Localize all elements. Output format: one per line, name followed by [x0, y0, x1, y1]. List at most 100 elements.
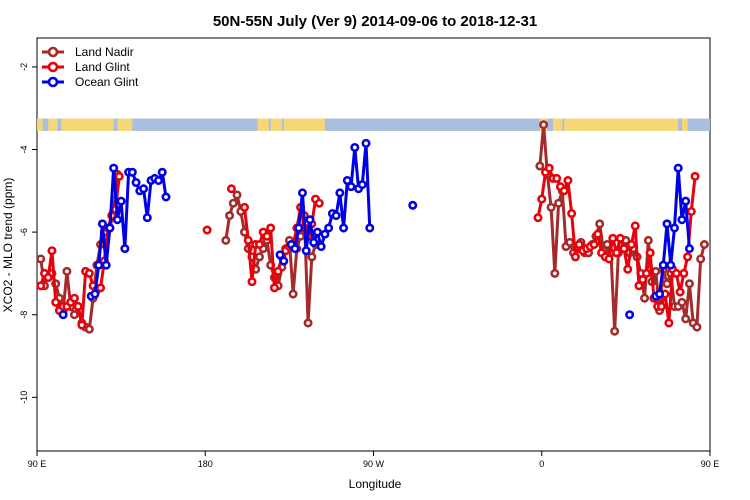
data-point	[612, 248, 622, 258]
data-point	[357, 180, 367, 190]
data-point	[331, 211, 341, 221]
data-point	[683, 252, 693, 262]
data-point	[339, 223, 349, 233]
ocean-band-segment	[547, 118, 553, 131]
data-point	[324, 223, 334, 233]
y-tick-label: -8	[19, 311, 29, 319]
data-point	[666, 260, 676, 270]
ocean-band-segment	[281, 118, 284, 131]
data-point	[574, 240, 584, 250]
data-point	[288, 289, 298, 299]
x-tick-label: 180	[198, 459, 213, 469]
data-point	[365, 223, 375, 233]
data-point	[625, 310, 635, 320]
data-point	[69, 293, 79, 303]
data-point	[662, 219, 672, 229]
x-tick-label: 90 E	[28, 459, 47, 469]
data-point	[567, 209, 577, 219]
data-point	[314, 198, 324, 208]
data-point	[675, 287, 685, 297]
data-point	[544, 163, 554, 173]
legend-marker	[47, 61, 59, 73]
data-point	[656, 301, 666, 311]
data-point	[570, 252, 580, 262]
series-layer	[36, 120, 709, 336]
data-point	[202, 225, 212, 235]
data-point	[109, 163, 119, 173]
data-point	[626, 240, 636, 250]
data-point	[640, 293, 650, 303]
data-point	[342, 175, 352, 185]
data-point	[247, 277, 257, 287]
ocean-band-segment	[324, 118, 540, 131]
data-point	[97, 219, 107, 229]
data-point	[307, 252, 317, 262]
data-point	[47, 246, 57, 256]
data-point	[533, 213, 543, 223]
data-point	[69, 310, 79, 320]
data-point	[684, 279, 694, 289]
data-point	[699, 240, 709, 250]
data-point	[641, 268, 651, 278]
data-point	[62, 266, 72, 276]
data-point	[610, 326, 620, 336]
legend-item-land-nadir: Land Nadir	[42, 45, 134, 59]
data-point	[608, 233, 618, 243]
data-point	[225, 211, 235, 221]
data-point	[221, 235, 231, 245]
x-tick-label: 0	[539, 459, 544, 469]
data-point	[535, 161, 545, 171]
data-point	[696, 254, 706, 264]
data-point	[243, 235, 253, 245]
data-point	[269, 283, 279, 293]
data-point	[73, 301, 83, 311]
data-point	[114, 171, 124, 181]
data-point	[112, 215, 122, 225]
data-point	[84, 324, 94, 334]
data-point	[550, 268, 560, 278]
y-tick-label: -10	[19, 391, 29, 404]
data-point	[677, 215, 687, 225]
data-point	[228, 198, 238, 208]
data-point	[559, 186, 569, 196]
data-point	[320, 229, 330, 239]
data-point	[90, 289, 100, 299]
data-point	[127, 167, 137, 177]
legend-item-land-glint: Land Glint	[42, 60, 130, 74]
data-point	[681, 314, 691, 324]
series-line	[290, 141, 372, 253]
data-point	[101, 260, 111, 270]
data-point	[595, 219, 605, 229]
data-point	[643, 235, 653, 245]
data-point	[96, 283, 106, 293]
y-tick-label: -6	[19, 228, 29, 236]
data-point	[84, 268, 94, 278]
legend-label: Ocean Glint	[75, 75, 139, 89]
y-axis-title: XCO2 - MLO trend (ppm)	[1, 178, 15, 313]
data-point	[681, 196, 691, 206]
data-point	[36, 281, 46, 291]
data-point	[651, 266, 661, 276]
data-point	[36, 254, 46, 264]
data-point	[686, 206, 696, 216]
chart-title: 50N-55N July (Ver 9) 2014-09-06 to 2018-…	[213, 13, 537, 30]
data-point	[408, 200, 418, 210]
legend-label: Land Nadir	[75, 45, 134, 59]
x-tick-label: 90 E	[701, 459, 720, 469]
data-point	[316, 242, 326, 252]
series-line	[655, 166, 691, 298]
data-point	[669, 223, 679, 233]
data-point	[161, 192, 171, 202]
data-point	[51, 297, 61, 307]
data-point	[565, 237, 575, 247]
data-point	[226, 184, 236, 194]
x-tick-label: 90 W	[363, 459, 385, 469]
data-point	[677, 297, 687, 307]
data-point	[297, 188, 307, 198]
data-point	[157, 167, 167, 177]
data-point	[350, 142, 360, 152]
data-point	[254, 240, 264, 250]
data-point	[539, 120, 549, 130]
legend-item-ocean-glint: Ocean Glint	[42, 75, 139, 89]
